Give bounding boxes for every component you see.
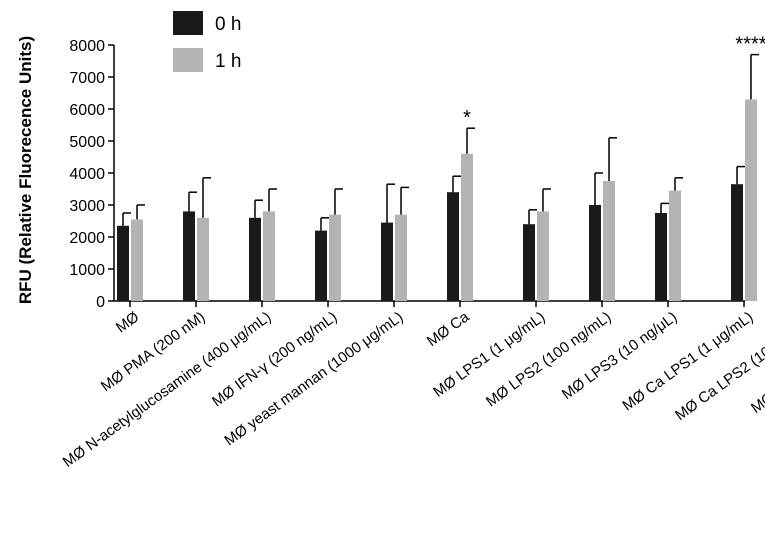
bar-0-h-1	[183, 211, 195, 301]
bar-1-h-2	[263, 211, 275, 301]
bar-1-h-5	[461, 153, 473, 301]
bar-0-h-0	[117, 225, 129, 301]
y-tick-label: 8000	[69, 38, 105, 55]
bar-0-h-4	[381, 222, 393, 301]
bar-1-h-3	[329, 214, 341, 301]
y-tick-label: 5000	[69, 134, 105, 151]
bar-0-h-8	[655, 213, 667, 301]
bar-0-h-9	[731, 184, 743, 301]
y-tick-label: 6000	[69, 102, 105, 119]
y-tick-label: 2000	[69, 230, 105, 247]
bar-1-h-0	[131, 219, 143, 301]
legend: 0 h 1 h	[173, 11, 241, 72]
bar-1-h-4	[395, 214, 407, 301]
y-tick-label: 4000	[69, 166, 105, 183]
bar-0-h-6	[523, 224, 535, 301]
bar-1-h-7	[603, 181, 615, 301]
y-tick-label: 7000	[69, 70, 105, 87]
y-tick-label: 1000	[69, 262, 105, 279]
x-tick-label: MØ	[113, 308, 143, 336]
legend-swatch-1h	[173, 48, 203, 72]
y-tick-label: 3000	[69, 198, 105, 215]
bars: ******	[117, 34, 765, 302]
legend-swatch-0h	[173, 11, 203, 35]
bar-1-h-1	[197, 217, 209, 301]
bar-0-h-7	[589, 205, 601, 301]
bar-1-h-8	[669, 190, 681, 301]
y-tick-label: 0	[96, 294, 105, 311]
x-tick-label: MØ IFN-γ (200 ng/mL)	[209, 308, 340, 410]
legend-label-1h: 1 h	[215, 51, 241, 72]
legend-label-0h: 0 h	[215, 14, 241, 35]
bar-1-h-9	[745, 99, 757, 302]
bar-0-h-5	[447, 192, 459, 301]
bar-1-h-6	[537, 211, 549, 301]
significance-marker: *	[463, 107, 471, 129]
bar-0-h-3	[315, 230, 327, 301]
y-axis-label: RFU (Relative Fluorecence Units)	[16, 36, 35, 304]
axes: 0 1000 2000 3000 4000 5000 6000 7000 8000	[69, 38, 745, 311]
bar-0-h-2	[249, 217, 261, 301]
x-tick-label: MØ LPS2 (100 ng/mL)	[483, 308, 614, 410]
x-tick-label: MØ Ca	[424, 308, 473, 350]
significance-marker: ****	[735, 34, 765, 56]
